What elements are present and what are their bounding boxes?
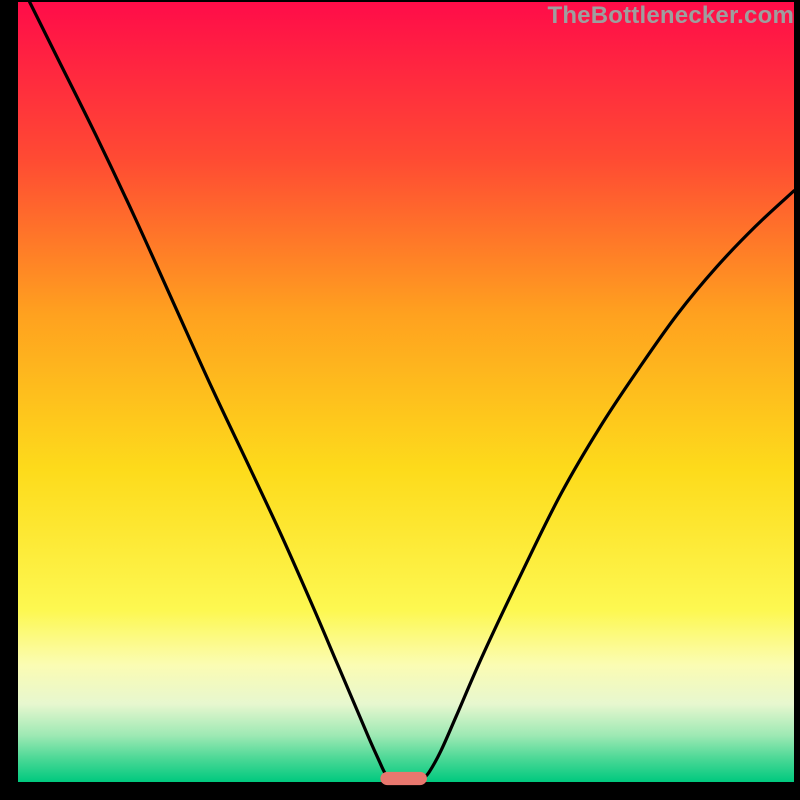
gradient-background	[18, 2, 794, 782]
optimal-marker	[380, 772, 427, 785]
chart-canvas: TheBottlenecker.com	[0, 0, 800, 800]
watermark-text: TheBottlenecker.com	[547, 2, 794, 30]
gradient-chart	[0, 0, 800, 800]
